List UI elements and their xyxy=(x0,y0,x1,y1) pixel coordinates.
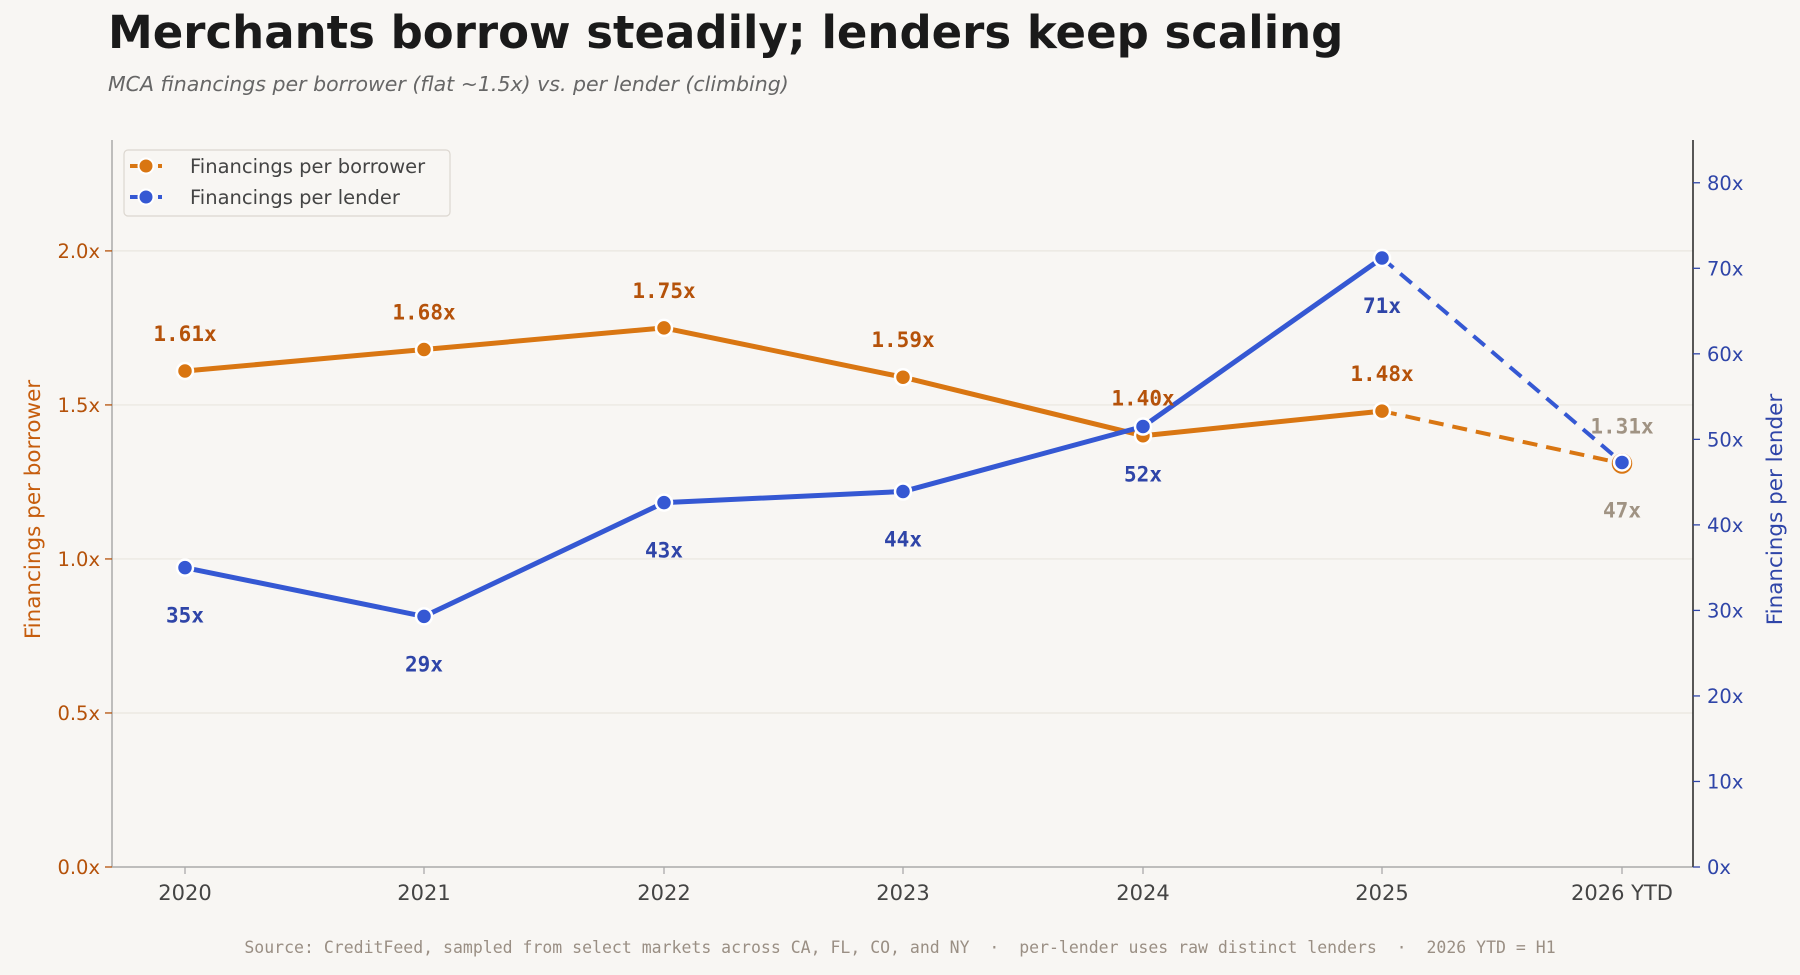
chart-title: Merchants borrow steadily; lenders keep … xyxy=(108,6,1344,59)
legend: Financings per borrower Financings per le… xyxy=(123,149,451,217)
lender-series-line xyxy=(182,255,1385,619)
right-tick-label: 20x xyxy=(1707,685,1743,708)
x-tick-label: 2024 xyxy=(1116,881,1169,905)
lender-data-point xyxy=(414,607,434,626)
x-tick-label: 2021 xyxy=(397,881,450,905)
lender-data-point xyxy=(1133,417,1153,436)
left-tick-label: 2.0x xyxy=(57,240,100,263)
lender-data-label: 43x xyxy=(645,539,683,563)
legend-swatch-marker xyxy=(137,157,155,175)
x-tick-label: 2026 YTD xyxy=(1571,881,1673,905)
left-tick-label: 1.0x xyxy=(57,548,100,571)
series-lines xyxy=(182,255,1624,619)
lender-data-label: 71x xyxy=(1363,294,1401,318)
source-note: Source: CreditFeed, sampled from select … xyxy=(244,938,1556,957)
chart-subtitle: MCA financings per borrower (flat ~1.5x)… xyxy=(108,72,789,96)
lender-data-label: 44x xyxy=(884,528,922,552)
right-axis-title: Financings per lender xyxy=(1763,394,1788,626)
borrower-data-label: 1.68x xyxy=(392,300,456,324)
data-labels: 1.61x 1.68x 1.75x 1.59x 1.40x 1.48x 1.31x 35x 29… xyxy=(153,279,1654,676)
x-tick-label: 2022 xyxy=(637,881,690,905)
lender-data-point xyxy=(1612,453,1632,472)
x-tick-label: 2025 xyxy=(1355,881,1408,905)
legend-box xyxy=(123,149,451,217)
right-tick-label: 70x xyxy=(1707,257,1743,280)
right-tick-label: 60x xyxy=(1707,343,1743,366)
lender-data-label: 52x xyxy=(1124,463,1162,487)
right-tick-label: 80x xyxy=(1707,172,1743,195)
borrower-data-point xyxy=(654,318,674,338)
lender-data-label: 35x xyxy=(166,604,204,628)
lender-ytd-dashed-line xyxy=(1380,256,1624,464)
borrower-data-point xyxy=(414,340,434,359)
lender-data-point xyxy=(1372,248,1392,268)
right-tick-label: 40x xyxy=(1707,514,1743,537)
lender-data-point xyxy=(175,558,195,577)
lender-data-label: 29x xyxy=(405,652,443,676)
axes: 0.0x 0.5x 1.0x 1.5x 2.0x 0x 10x 20x 30x 40x 50x 60x… xyxy=(21,140,1788,905)
borrower-data-label: 1.40x xyxy=(1111,387,1175,411)
left-tick-label: 0.0x xyxy=(57,856,100,879)
left-tick-label: 0.5x xyxy=(57,702,100,725)
legend-label: Financings per lender xyxy=(190,186,401,209)
lender-data-point xyxy=(654,493,674,512)
x-tick-label: 2023 xyxy=(876,881,929,905)
lender-data-label: 47x xyxy=(1603,498,1641,522)
borrower-data-label: 1.75x xyxy=(632,279,696,303)
borrower-data-label: 1.31x xyxy=(1590,414,1654,438)
right-tick-label: 50x xyxy=(1707,428,1743,451)
left-tick-label: 1.5x xyxy=(57,394,100,417)
borrower-ytd-dashed-line xyxy=(1381,409,1623,466)
x-tick-label: 2020 xyxy=(158,881,211,905)
right-tick-label: 30x xyxy=(1707,599,1743,622)
legend-label: Financings per borrower xyxy=(190,155,426,178)
borrower-data-point xyxy=(1372,401,1392,421)
borrower-data-point xyxy=(175,361,195,381)
right-tick-label: 0x xyxy=(1707,856,1731,879)
borrower-data-label: 1.61x xyxy=(153,322,217,346)
left-axis-title: Financings per borrower xyxy=(21,380,46,639)
legend-swatch-marker xyxy=(137,188,155,206)
gridlines xyxy=(112,250,1693,714)
borrower-data-label: 1.59x xyxy=(871,328,935,352)
lender-data-point xyxy=(893,482,913,501)
series-points xyxy=(175,248,1633,626)
borrower-data-point xyxy=(893,367,913,387)
borrower-series-line xyxy=(182,325,1385,439)
right-tick-label: 10x xyxy=(1707,770,1743,793)
borrower-data-label: 1.48x xyxy=(1350,362,1414,386)
